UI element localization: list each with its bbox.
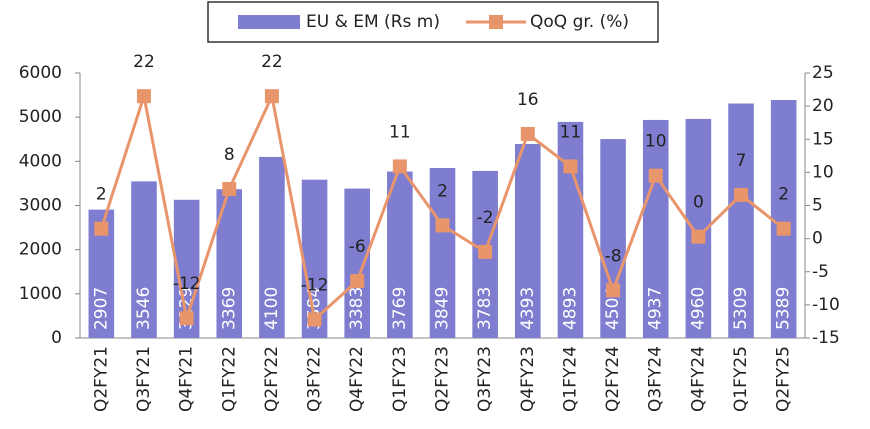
line-value-label: 8 xyxy=(224,145,235,165)
y2-tick-label: -15 xyxy=(812,328,840,348)
line-value-label: 11 xyxy=(389,122,411,142)
bar-value-label: 4393 xyxy=(518,287,538,330)
bar-value-label: 3849 xyxy=(433,287,453,330)
bar xyxy=(259,156,285,338)
line-marker xyxy=(776,221,791,236)
line-value-label: -6 xyxy=(349,237,366,257)
bar-value-label: 4504 xyxy=(603,287,623,330)
line-value-label: -12 xyxy=(173,274,201,294)
line-value-label: 22 xyxy=(133,52,155,72)
line-value-label: 16 xyxy=(517,90,539,110)
bar xyxy=(515,143,541,338)
x-tick-label: Q2FY21 xyxy=(91,346,111,412)
legend-label: EU & EM (Rs m) xyxy=(306,12,440,32)
line-value-label: 2 xyxy=(778,185,789,205)
y2-tick-label: -5 xyxy=(812,262,829,282)
line-marker xyxy=(94,221,109,236)
bar xyxy=(770,99,797,338)
legend-swatch xyxy=(238,15,300,29)
bar-value-label: 3383 xyxy=(347,287,367,330)
line-value-label: 2 xyxy=(437,181,448,201)
x-tick-label: Q1FY24 xyxy=(560,346,580,412)
x-tick-label: Q1FY23 xyxy=(390,346,410,412)
bar-value-label: 3546 xyxy=(134,287,154,330)
line-marker xyxy=(520,126,535,141)
line-value-label: -12 xyxy=(301,275,329,295)
line-marker xyxy=(222,181,237,196)
x-tick-label: Q2FY25 xyxy=(774,346,794,412)
line-marker xyxy=(691,229,706,244)
line-value-label: -2 xyxy=(477,208,494,228)
line-marker xyxy=(648,168,663,183)
bar-value-label: 4893 xyxy=(560,287,580,330)
line-value-label: 2 xyxy=(96,185,107,205)
y2-tick-label: 0 xyxy=(812,229,823,249)
line-marker xyxy=(179,311,194,326)
bar-value-label: 4960 xyxy=(688,287,708,330)
y2-tick-label: 5 xyxy=(812,196,823,216)
y-tick-label: 1000 xyxy=(19,284,62,304)
x-tick-label: Q2FY24 xyxy=(603,346,623,412)
y-tick-label: 5000 xyxy=(19,107,62,127)
x-tick-label: Q3FY22 xyxy=(305,346,325,412)
line-value-label: -8 xyxy=(605,246,622,266)
y-tick-label: 2000 xyxy=(19,240,62,260)
line-marker xyxy=(606,283,621,298)
bar xyxy=(642,119,669,339)
line-value-label: 11 xyxy=(560,122,582,142)
bar xyxy=(429,168,456,338)
x-tick-label: Q4FY23 xyxy=(518,346,538,412)
x-tick-label: Q2FY23 xyxy=(433,346,453,412)
line-value-label: 10 xyxy=(645,132,667,152)
bar xyxy=(600,139,626,338)
x-tick-label: Q2FY22 xyxy=(262,346,282,412)
line-marker xyxy=(350,274,365,289)
bar xyxy=(131,181,157,338)
line-marker xyxy=(478,244,493,259)
line-value-label: 7 xyxy=(736,151,747,171)
y-tick-label: 3000 xyxy=(19,196,62,216)
legend-label: QoQ gr. (%) xyxy=(530,12,629,32)
y-tick-label: 6000 xyxy=(19,63,62,83)
line-marker xyxy=(264,89,279,104)
x-tick-label: Q3FY24 xyxy=(646,346,666,412)
bar-value-label: 5389 xyxy=(774,287,794,330)
x-tick-label: Q1FY22 xyxy=(219,346,239,412)
x-tick-label: Q3FY23 xyxy=(475,346,495,412)
line-marker xyxy=(563,159,578,174)
legend-swatch xyxy=(489,15,503,29)
line-value-label: 0 xyxy=(693,193,704,213)
bar xyxy=(387,171,413,338)
y-tick-label: 4000 xyxy=(19,151,62,171)
bar-value-label: 4100 xyxy=(262,287,282,330)
y2-tick-label: 20 xyxy=(812,96,834,116)
line-marker xyxy=(136,89,151,104)
line-marker xyxy=(307,312,322,327)
bar-value-label: 3783 xyxy=(475,287,495,330)
bar-value-label: 2907 xyxy=(91,287,111,330)
bar xyxy=(344,188,370,338)
line-marker xyxy=(435,218,450,233)
bar-value-label: 4937 xyxy=(646,287,666,330)
bar-value-label: 3369 xyxy=(219,287,239,330)
x-tick-label: Q4FY21 xyxy=(177,346,197,412)
bar xyxy=(728,103,754,338)
line-marker xyxy=(392,159,407,174)
bar xyxy=(557,121,584,338)
x-tick-label: Q4FY22 xyxy=(347,346,367,412)
y2-tick-label: -10 xyxy=(812,295,840,315)
line-value-label: 22 xyxy=(261,52,283,72)
bar-value-label: 5309 xyxy=(731,287,751,330)
y-tick-label: 0 xyxy=(51,328,62,348)
x-tick-label: Q4FY24 xyxy=(688,346,708,412)
y2-tick-label: 25 xyxy=(812,63,834,83)
y2-tick-label: 10 xyxy=(812,162,834,182)
bar-value-label: 3769 xyxy=(390,287,410,330)
x-tick-label: Q3FY21 xyxy=(134,346,154,412)
line-marker xyxy=(734,187,749,202)
x-tick-label: Q1FY25 xyxy=(731,346,751,412)
y2-tick-label: 15 xyxy=(812,129,834,149)
